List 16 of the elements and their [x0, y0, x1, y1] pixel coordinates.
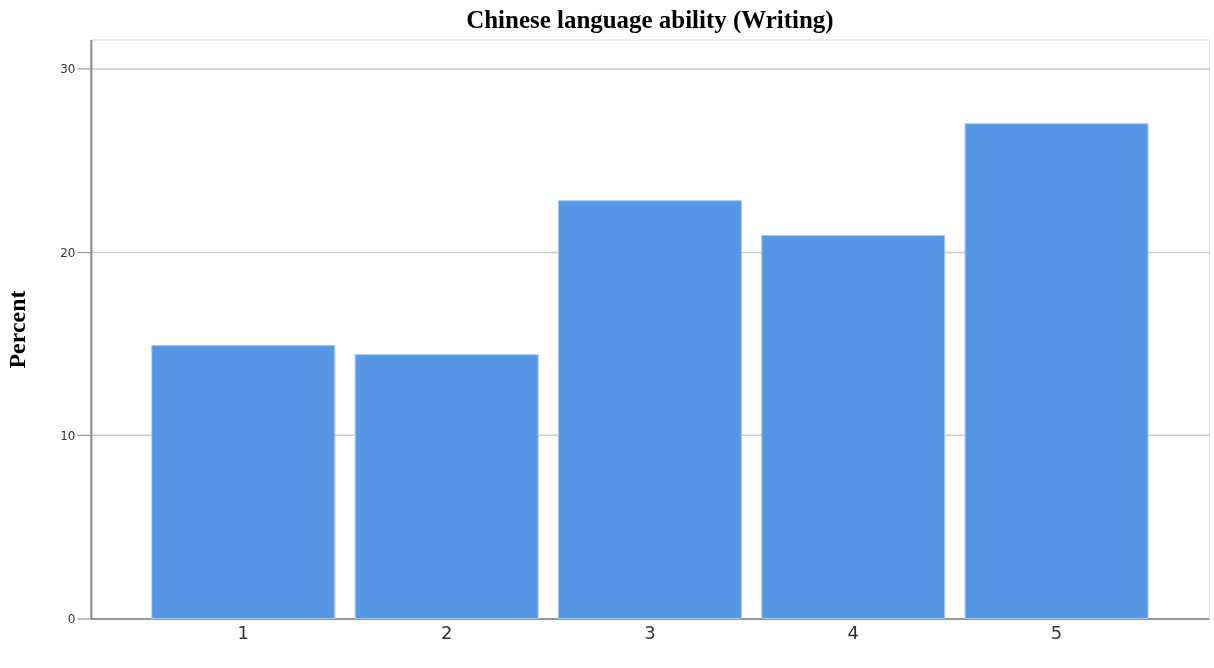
- bar: [964, 123, 1149, 620]
- y-tick-label: 20: [60, 245, 76, 260]
- bar: [354, 354, 539, 620]
- y-axis-title: Percent: [4, 290, 31, 369]
- x-tick-label: 3: [644, 621, 656, 643]
- x-tick-label: 1: [237, 621, 250, 643]
- y-tick-label: 0: [67, 612, 76, 627]
- chart-title: Chinese language ability (Writing): [466, 6, 834, 35]
- y-tick-label: 30: [60, 62, 76, 77]
- x-tick-label: 4: [847, 621, 859, 643]
- x-tick-label: 5: [1050, 621, 1063, 643]
- bar: [557, 200, 742, 620]
- x-tick-label: 2: [440, 621, 453, 643]
- bar: [761, 235, 946, 620]
- y-tick-label: 10: [60, 428, 76, 443]
- bar: [151, 344, 336, 620]
